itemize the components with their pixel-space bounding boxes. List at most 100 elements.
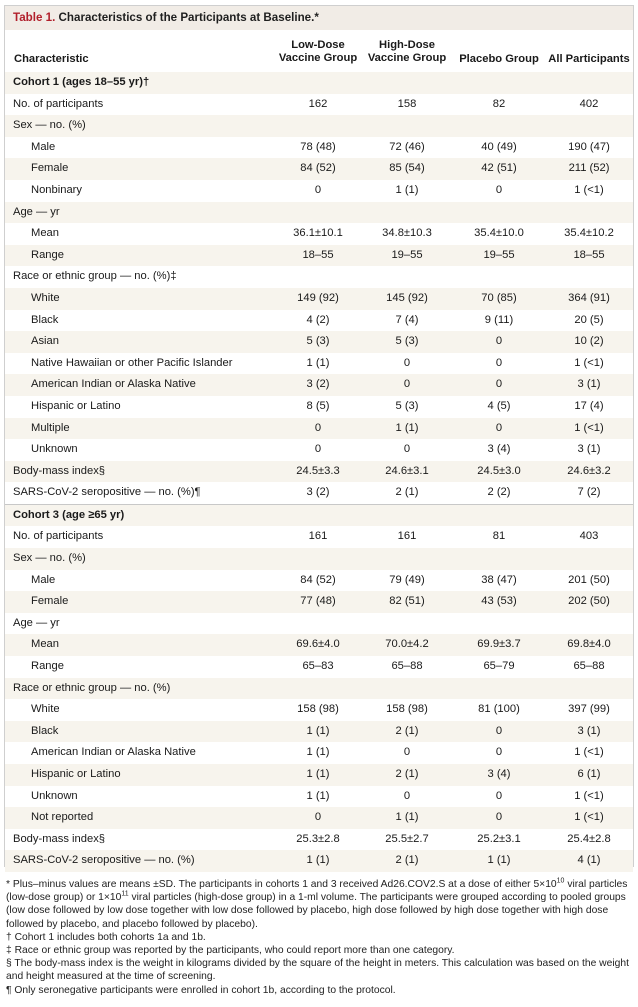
table-cell: 19–55 [391, 248, 423, 261]
table-cell: 0 [495, 789, 503, 802]
table-cell: 1 (1) [306, 746, 330, 759]
column-header-characteristic: Characteristic [14, 53, 89, 65]
table-cell: 0 [314, 443, 322, 456]
row-label: SARS-CoV-2 seropositive — no. (%)¶ [13, 486, 201, 499]
table-cell: 42 (51) [481, 162, 517, 175]
table-cell: 84 (52) [300, 162, 336, 175]
table-cell: 0 [495, 746, 503, 759]
table-cell: 1 (<1) [574, 746, 604, 759]
table-cell: 0 [403, 356, 411, 369]
table-cell: 24.5±3.0 [477, 464, 521, 477]
table-row: White 149 (92) 145 (92) 70 (85) 364 (91) [5, 287, 633, 310]
table-cell: 25.3±2.8 [296, 832, 340, 845]
column-header-line: High-Dose [379, 39, 435, 51]
row-label: Unknown [31, 789, 78, 802]
table-cell: 2 (2) [487, 486, 511, 499]
table-cell: 69.9±3.7 [477, 638, 521, 651]
column-header-high-dose: High-Dose Vaccine Group [362, 39, 452, 65]
table-cell: 1 (1) [306, 854, 330, 867]
table-row: Race or ethnic group — no. (%) [5, 677, 633, 700]
row-label: White [31, 291, 60, 304]
table-cell: 402 [579, 97, 599, 110]
table-cell: 1 (1) [487, 854, 511, 867]
table-cell: 149 (92) [297, 291, 339, 304]
row-label: Cohort 1 (ages 18–55 yr)† [13, 76, 150, 88]
table-body: Cohort 1 (ages 18–55 yr)† No. of particip… [5, 72, 633, 872]
table-cell: 1 (<1) [574, 811, 604, 824]
table-cell: 19–55 [483, 248, 515, 261]
table-cell: 201 (50) [568, 573, 610, 586]
table-cell: 10 (2) [574, 335, 604, 348]
table-cell: 72 (46) [389, 140, 425, 153]
table-cell: 65–83 [302, 660, 334, 673]
table-row: SARS-CoV-2 seropositive — no. (%) 1 (1) 2 … [5, 850, 633, 872]
footnote-star-text: viral particles (low-dose group) or 1×10 [6, 879, 628, 904]
table-cell: 81 [492, 530, 506, 543]
table-row: No. of participants 162 158 82 402 [5, 94, 633, 116]
table-cell: 5 (3) [306, 335, 330, 348]
table-row: Asian 5 (3) 5 (3) 0 10 (2) [5, 331, 633, 353]
table-cell: 1 (1) [306, 356, 330, 369]
table-row: Range 65–83 65–88 65–79 65–88 [5, 656, 633, 678]
table-cell: 1 (1) [306, 768, 330, 780]
table-cell: 1 (1) [306, 789, 330, 802]
row-label: Age — yr [13, 205, 60, 218]
table-cell: 18–55 [573, 248, 605, 261]
table-cell: 1 (<1) [574, 356, 604, 369]
table-cell: 202 (50) [568, 595, 610, 608]
table-cell: 34.8±10.3 [382, 227, 432, 240]
column-header-line: Vaccine Group [278, 52, 358, 64]
table-cell: 2 (1) [395, 724, 419, 737]
table-cell: 24.6±3.1 [385, 464, 429, 477]
table-cell: 78 (48) [300, 140, 336, 153]
footnote-star: * Plus–minus values are means ±SD. The p… [6, 878, 632, 931]
column-header-placebo: Placebo Group [459, 53, 539, 65]
table-cell: 20 (5) [574, 313, 604, 326]
table-cell: 3 (4) [487, 443, 511, 456]
table-cell: 2 (1) [395, 768, 419, 780]
table-cell: 161 [397, 530, 417, 543]
table-row: Multiple 0 1 (1) 0 1 (<1) [5, 417, 633, 440]
table-cell: 3 (2) [306, 378, 330, 391]
table-cell: 3 (2) [306, 486, 330, 499]
table-row: Not reported 0 1 (1) 0 1 (<1) [5, 807, 633, 829]
table-cell: 0 [495, 183, 503, 196]
table-cell: 1 (1) [306, 724, 330, 737]
table-cell: 0 [495, 724, 503, 737]
row-label: Race or ethnic group — no. (%) [13, 681, 171, 694]
footnote-dagger: † Cohort 1 includes both cohorts 1a and … [6, 931, 206, 943]
table-row: Male 84 (52) 79 (49) 38 (47) 201 (50) [5, 570, 633, 592]
table-cell: 36.1±10.1 [293, 227, 343, 240]
table-title-text: Characteristics of the Participants at B… [58, 11, 319, 24]
row-label: Black [31, 724, 59, 737]
table-row: Range 18–55 19–55 19–55 18–55 [5, 244, 633, 267]
table-row: Age — yr [5, 613, 633, 635]
table-cell: 0 [403, 789, 411, 802]
column-header-line: Low-Dose [291, 39, 345, 51]
table-cell: 0 [495, 421, 503, 434]
table-cell: 397 (99) [568, 703, 610, 716]
table-cell: 145 (92) [386, 291, 428, 304]
row-label: Hispanic or Latino [31, 399, 121, 412]
table-row: Sex — no. (%) [5, 548, 633, 570]
row-label: Sex — no. (%) [13, 552, 86, 565]
row-label: Female [31, 162, 69, 175]
row-label: Native Hawaiian or other Pacific Islande… [31, 356, 233, 369]
table-cell: 0 [403, 378, 411, 391]
table-cell: 69.8±4.0 [567, 638, 611, 651]
table-cell: 403 [579, 530, 599, 543]
table-cell: 364 (91) [568, 291, 610, 304]
row-label: Multiple [31, 421, 70, 434]
cohort-header-row: Cohort 3 (age ≥65 yr) [5, 503, 633, 527]
table-row: Black 1 (1) 2 (1) 0 3 (1) [5, 720, 633, 743]
table-cell: 5 (3) [395, 399, 419, 412]
table-cell: 85 (54) [389, 162, 425, 175]
table-cell: 82 (51) [389, 595, 425, 608]
table-cell: 4 (5) [487, 399, 511, 412]
row-label: Male [31, 140, 56, 153]
table-row: SARS-CoV-2 seropositive — no. (%)¶ 3 (2) 2… [5, 482, 633, 504]
table-cell: 25.4±2.8 [567, 832, 611, 845]
table-cell: 0 [495, 356, 503, 369]
row-label: No. of participants [13, 97, 104, 110]
table-cell: 5 (3) [395, 335, 419, 348]
